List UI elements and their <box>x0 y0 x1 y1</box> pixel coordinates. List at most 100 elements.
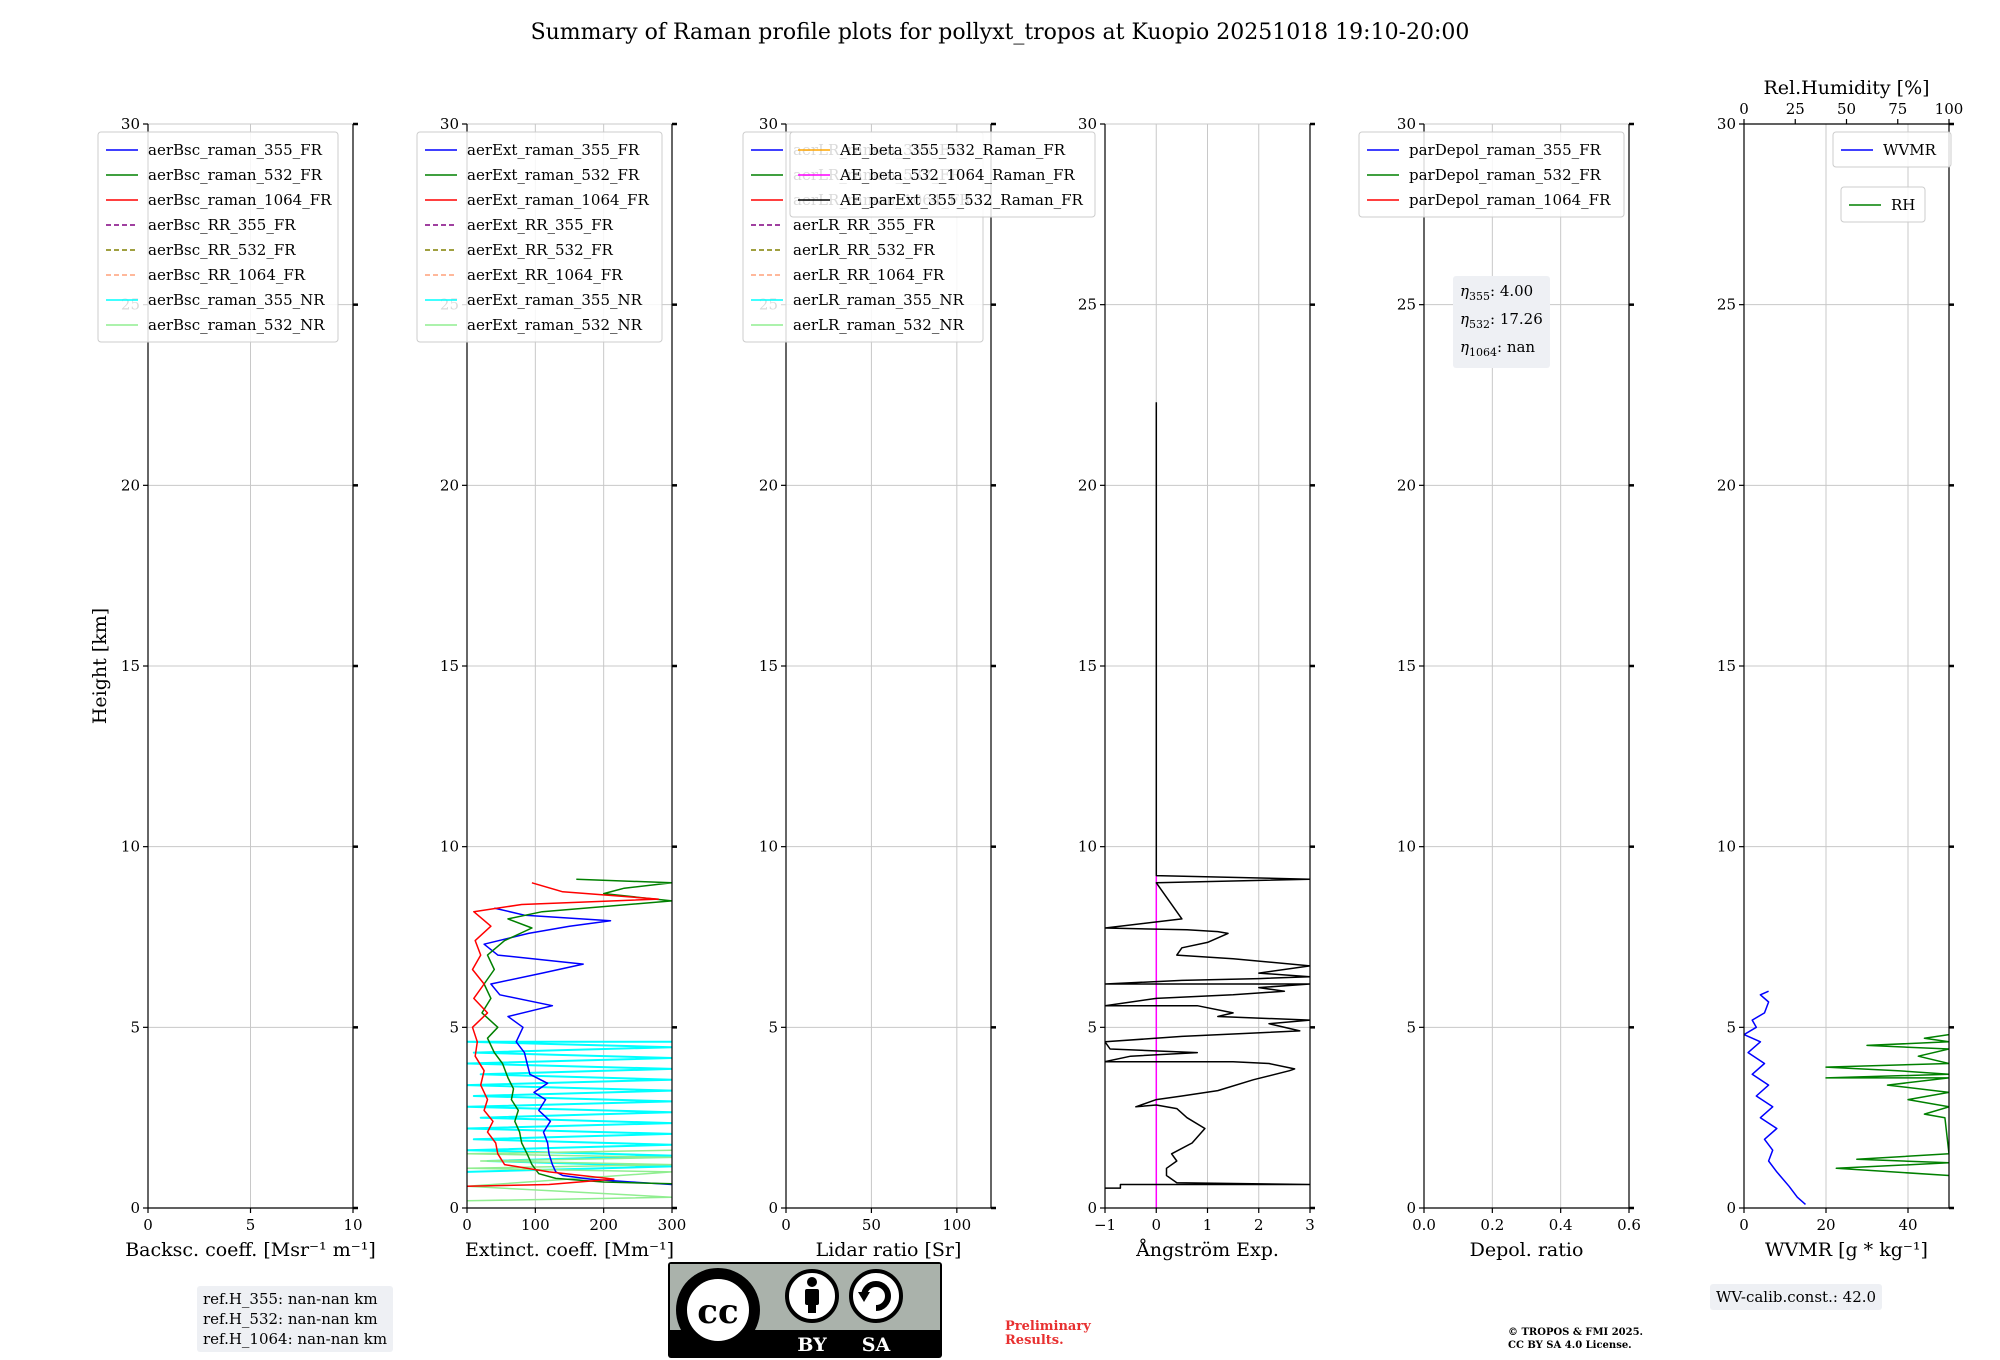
y-tick-label: 10 <box>440 838 459 856</box>
legend-frame <box>1358 131 1625 218</box>
wv-calibration-box: WV-calib.const.: 42.0 <box>1710 1284 1883 1310</box>
top-x-tick-label: 75 <box>1888 100 1907 118</box>
legend-label-aerLR_RR_532_FR: aerLR_RR_532_FR <box>793 241 935 259</box>
legend-label-aerBsc_RR_532_FR: aerBsc_RR_532_FR <box>148 241 296 259</box>
y-tick-label: 5 <box>1087 1018 1097 1036</box>
legend-label-aerExt_RR_355_FR: aerExt_RR_355_FR <box>467 216 614 234</box>
legend-label-AE_beta_355_532_Raman_FR: AE_beta_355_532_Raman_FR <box>839 141 1066 159</box>
x-tick-label: 10 <box>343 1216 362 1234</box>
y-tick-label: 30 <box>1717 115 1736 133</box>
x-tick-label: −1 <box>1094 1216 1116 1234</box>
x-tick-label: 0.2 <box>1480 1216 1504 1234</box>
eta-info-box: η355: 4.00 η532: 17.26 η1064: nan <box>1453 276 1550 368</box>
y-tick-label: 0 <box>1726 1199 1736 1217</box>
legend-label-aerExt_RR_1064_FR: aerExt_RR_1064_FR <box>467 266 623 284</box>
y-tick-label: 25 <box>1717 296 1736 314</box>
top-x-tick-label: 0 <box>1739 100 1749 118</box>
preliminary-note: Preliminary Results. <box>1005 1320 1091 1348</box>
y-tick-label: 10 <box>759 838 778 856</box>
y-tick-label: 0 <box>449 1199 459 1217</box>
legend-frame <box>1832 131 1952 168</box>
y-tick-label: 5 <box>1406 1018 1416 1036</box>
y-tick-label: 15 <box>1397 657 1416 675</box>
legend-label-aerExt_raman_532_NR: aerExt_raman_532_NR <box>467 316 643 334</box>
y-tick-label: 25 <box>1397 296 1416 314</box>
x-tick-label: 300 <box>658 1216 687 1234</box>
legend-label-aerLR_raman_532_NR: aerLR_raman_532_NR <box>793 316 964 334</box>
y-tick-label: 30 <box>759 115 778 133</box>
y-tick-label: 10 <box>121 838 140 856</box>
copyright-line-2: CC BY SA 4.0 License. <box>1508 1340 1632 1351</box>
legend-label-RH: RH <box>1891 196 1915 214</box>
eta-1064: η1064: nan <box>1460 338 1536 359</box>
legend-angstrom: AE_beta_355_532_Raman_FR AE_beta_532_1064… <box>789 131 1096 218</box>
legend-frame <box>97 131 339 343</box>
y-tick-label: 15 <box>759 657 778 675</box>
y-tick-label: 0 <box>130 1199 140 1217</box>
x-tick-label: 3 <box>1305 1216 1315 1234</box>
ref-height-532: ref.H_532: nan-nan km <box>203 1310 378 1328</box>
x-tick-label: 0.6 <box>1617 1216 1641 1234</box>
legend-label-aerExt_RR_532_FR: aerExt_RR_532_FR <box>467 241 614 259</box>
y-tick-label: 5 <box>1726 1018 1736 1036</box>
y-tick-label: 20 <box>440 476 459 494</box>
panel-lidar_ratio: 051015202530050100Lidar ratio [Sr]aerLR_… <box>742 115 996 1261</box>
legend-label-aerBsc_raman_532_NR: aerBsc_raman_532_NR <box>148 316 325 334</box>
series-line-AE_parExt_355_532_Raman_FR <box>1105 402 1310 1189</box>
legend-label-aerExt_raman_1064_FR: aerExt_raman_1064_FR <box>467 191 649 209</box>
legend-label-parDepol_raman_1064_FR: parDepol_raman_1064_FR <box>1409 191 1611 209</box>
series-line-WVMR <box>1744 990 1806 1205</box>
y-tick-label: 0 <box>768 1199 778 1217</box>
legend-label-WVMR: WVMR <box>1883 141 1937 159</box>
legend-label-aerBsc_raman_355_NR: aerBsc_raman_355_NR <box>148 291 325 309</box>
x-tick-label: 20 <box>1816 1216 1835 1234</box>
top-axis-label: Rel.Humidity [%] <box>1763 77 1929 99</box>
x-axis-label: Extinct. coeff. [Mm⁻¹] <box>465 1239 674 1261</box>
x-tick-label: 5 <box>246 1216 256 1234</box>
y-tick-label: 25 <box>1078 296 1097 314</box>
series-line-RH <box>1825 1033 1949 1177</box>
preliminary-line-1: Preliminary <box>1005 1319 1091 1334</box>
wv-calibration-text: WV-calib.const.: 42.0 <box>1716 1288 1877 1306</box>
x-tick-label: 100 <box>943 1216 972 1234</box>
series-line-aerExt_raman_532_NR <box>467 1149 672 1202</box>
x-tick-label: 0 <box>1739 1216 1749 1234</box>
x-tick-label: 0 <box>143 1216 153 1234</box>
y-tick-label: 20 <box>1717 476 1736 494</box>
cc-by-label: BY <box>797 1334 827 1356</box>
x-tick-label: 2 <box>1254 1216 1264 1234</box>
series-line-aerExt_raman_355_FR <box>483 907 672 1186</box>
legend-frame <box>789 131 1096 218</box>
y-tick-label: 10 <box>1078 838 1097 856</box>
x-tick-label: 0 <box>1151 1216 1161 1234</box>
legend-rh: RH <box>1840 186 1926 223</box>
ref-height-355: ref.H_355: nan-nan km <box>203 1290 378 1308</box>
y-tick-label: 5 <box>449 1018 459 1036</box>
x-axis-label: WVMR [g * kg⁻¹] <box>1765 1239 1928 1261</box>
legend-frame <box>1840 186 1926 223</box>
top-x-tick-label: 50 <box>1837 100 1856 118</box>
x-axis-label: Backsc. coeff. [Msr⁻¹ m⁻¹] <box>125 1239 376 1261</box>
x-tick-label: 0.0 <box>1412 1216 1436 1234</box>
y-tick-label: 0 <box>1087 1199 1097 1217</box>
y-tick-label: 30 <box>1078 115 1097 133</box>
legend-wvmr: WVMR <box>1832 131 1952 168</box>
top-x-tick-label: 100 <box>1935 100 1964 118</box>
series-line-aerExt_raman_532_FR <box>481 878 672 1185</box>
legend-label-aerLR_raman_355_NR: aerLR_raman_355_NR <box>793 291 964 309</box>
series-line-aerExt_raman_1064_FR <box>467 882 660 1188</box>
series-line-aerExt_raman_355_NR <box>467 1040 672 1173</box>
panel-depol: 0 5 10 15 20 25 30 0.0 0.2 0.4 0.6 Depol. ratio parD… <box>1358 115 1641 1261</box>
reference-heights-box: ref.H_355: nan-nan km ref.H_532: nan-nan… <box>197 1286 394 1352</box>
x-tick-label: 200 <box>589 1216 618 1234</box>
figure-title: Summary of Raman profile plots for polly… <box>530 20 1470 45</box>
x-tick-label: 0 <box>781 1216 791 1234</box>
y-tick-label: 15 <box>1078 657 1097 675</box>
y-tick-label: 20 <box>121 476 140 494</box>
cc-sa-label: SA <box>862 1334 891 1356</box>
legend-label-parDepol_raman_355_FR: parDepol_raman_355_FR <box>1409 141 1602 159</box>
y-tick-label: 5 <box>768 1018 778 1036</box>
legend-label-parDepol_raman_532_FR: parDepol_raman_532_FR <box>1409 166 1602 184</box>
y-axis-label: Height [km] <box>89 608 111 724</box>
